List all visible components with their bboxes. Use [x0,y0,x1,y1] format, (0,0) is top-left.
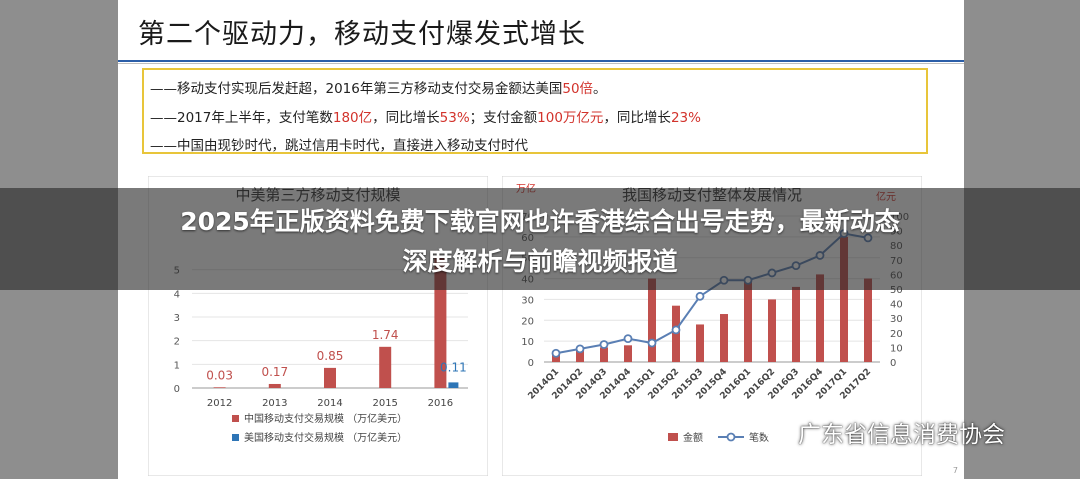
data-label: 0.03 [206,368,233,382]
right-y-tick-label: 40 [890,300,903,311]
bar-china [324,367,336,388]
x-tick-label: 2014 [317,398,342,409]
bar-amount [864,278,872,362]
bar-china [379,346,392,388]
left-y-tick-label: 10 [521,337,534,348]
data-label: 0.85 [317,349,344,363]
title-rule [118,60,964,62]
bullet-2: ——2017年上半年，支付笔数180亿，同比增长53%；支付金额100万亿元，同… [150,110,701,126]
page-number: 7 [952,466,958,475]
headline-line-1: 2025年正版资料免费下载官网也许香港综合出号走势，最新动态 [180,207,900,236]
headline-banner: 2025年正版资料免费下载官网也许香港综合出号走势，最新动态 深度解析与前瞻视频… [0,188,1080,290]
bar-amount [648,278,656,362]
right-y-tick-label: 0 [890,358,896,369]
bar-amount [624,345,632,362]
right-y-tick-label: 50 [890,285,903,296]
legend-marker-count [726,432,736,442]
data-label: 1.74 [372,328,399,342]
right-y-tick-label: 10 [890,343,903,354]
watermark: 广东省信息消费协会 [762,414,1005,450]
bar-amount [696,324,704,362]
bar-amount [792,286,800,362]
right-y-tick-label: 30 [890,314,903,325]
legend-swatch [232,415,239,422]
data-label: 0.11 [440,360,467,374]
y-tick-label: 3 [174,313,180,324]
slide-title: 第二个驱动力，移动支付爆发式增长 [138,19,586,50]
bar-amount [816,274,824,362]
line-point [599,340,609,349]
bar-china [434,257,447,388]
title-rule-thin [118,63,964,64]
bar-amount [744,278,752,362]
line-point [623,334,633,344]
bar-us [448,382,459,388]
left-y-tick-label: 0 [528,358,534,369]
y-tick-label: 1 [174,360,180,371]
line-point [575,344,585,354]
bar-china [268,383,281,388]
bullet-3: ——中国由现钞时代，跳过信用卡时代，直接进入移动支付时代 [150,138,528,154]
bar-amount [600,347,608,362]
x-tick-label: 2012 [207,398,232,409]
right-y-tick-label: 20 [890,329,903,340]
left-y-tick-label: 20 [521,316,534,327]
y-tick-label: 4 [174,289,180,300]
bar-china [213,387,226,388]
legend-label-amount: 金额 [683,431,703,444]
line-point [695,291,705,301]
wechat-icon [763,420,790,443]
legend-label-count: 笔数 [749,431,769,444]
bullet-box: ——移动支付实现后发赶超，2016年第三方移动支付交易金额达美国50倍。 ——2… [142,68,928,154]
bar-amount [720,314,728,362]
legend-label: 美国移动支付交易规模 （万亿美元） [244,431,407,444]
headline-line-2: 深度解析与前瞻视频报道 [402,247,678,276]
data-label: 0.17 [261,365,288,379]
y-tick-label: 0 [174,384,180,395]
watermark-text: 广东省信息消费协会 [798,422,1005,448]
bullet-1: ——移动支付实现后发赶超，2016年第三方移动支付交易金额达美国50倍。 [150,81,607,97]
bar-amount [840,236,848,362]
bar-amount [576,349,584,362]
bar-amount [768,299,776,362]
legend-label: 中国移动支付交易规模 （万亿美元） [244,412,407,425]
line-point [551,348,561,358]
line-point [647,338,657,348]
x-tick-label: 2015 [372,398,397,409]
legend-swatch [232,434,239,441]
x-tick-label: 2016 [428,398,453,409]
x-tick-label: 2013 [262,398,287,409]
legend-swatch-amount [668,433,678,441]
line-point [671,325,681,335]
y-tick-label: 2 [174,337,180,348]
left-y-tick-label: 30 [521,295,534,306]
